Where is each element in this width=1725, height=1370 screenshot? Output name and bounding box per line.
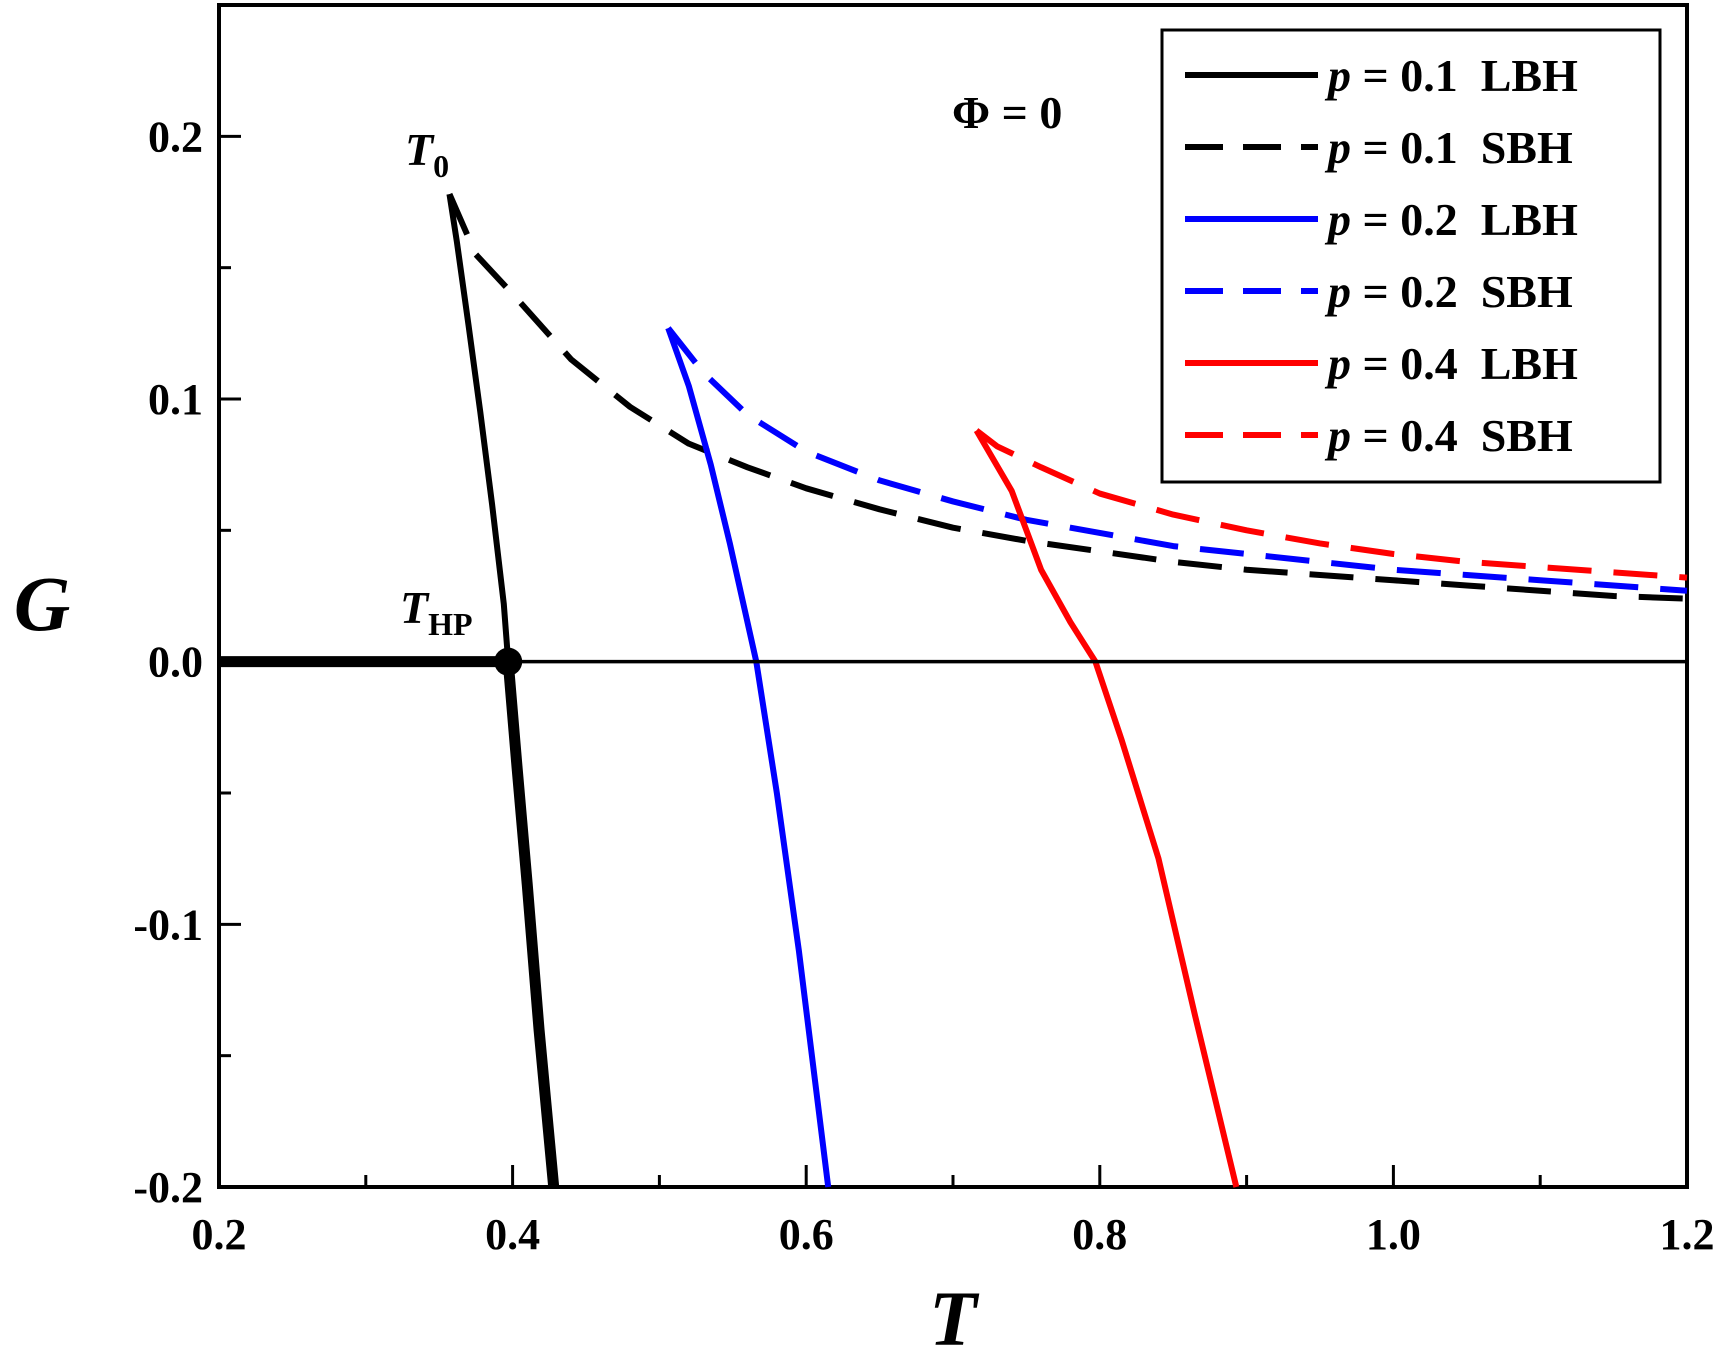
reference-lines: [219, 647, 1687, 1188]
legend-box: [1160, 28, 1662, 484]
legend-entry-4: p = 0.2 SBH: [1324, 266, 1573, 317]
series-line-6: [974, 428, 1688, 581]
annotation-phi: Φ = 0: [952, 87, 1062, 138]
legend-entry-p: p: [1324, 122, 1351, 173]
axis-ticks: [217, 3, 1689, 1189]
x-tick-label: 0.4: [485, 1210, 540, 1259]
annotation-t0-sub: 0: [433, 148, 449, 184]
series-line-4: [665, 326, 1688, 594]
series-line-2: [446, 192, 1688, 602]
legend-entry-p: p: [1324, 338, 1351, 389]
x-tick-label: 0.2: [192, 1210, 247, 1259]
annotation-thp-main: T: [400, 582, 430, 633]
hawking-page-point: [494, 647, 523, 676]
annotation-thp-sub: HP: [428, 606, 472, 642]
series-line-3: [665, 327, 832, 1188]
x-tick-label: 1.2: [1660, 1210, 1715, 1259]
legend-entry-label: = 0.1 LBH: [1351, 50, 1578, 101]
y-tick-label: -0.2: [133, 1163, 203, 1212]
legend-entry-2: p = 0.1 SBH: [1324, 122, 1573, 173]
legend-entry-label: = 0.4 SBH: [1351, 410, 1573, 461]
x-tick-label: 0.8: [1072, 1210, 1127, 1259]
y-tick-label: -0.1: [133, 900, 203, 949]
tick-labels: 0.2 0.4 0.6 0.8 1.0 1.2 -0.2 -0.1 0.0 0.1 0.2: [133, 112, 1714, 1259]
legend-entry-p: p: [1324, 50, 1351, 101]
stable-branch-thick-line: [502, 661, 560, 1188]
legend-entry-3: p = 0.2 LBH: [1324, 194, 1578, 245]
y-tick-label: 0.1: [148, 375, 203, 424]
legend-entry-label: = 0.1 SBH: [1351, 122, 1573, 173]
legend-entry-label: = 0.2 LBH: [1351, 194, 1578, 245]
y-tick-label: 0.0: [148, 638, 203, 687]
y-axis-title: G: [14, 560, 70, 647]
annotation-t0: T0: [405, 124, 449, 184]
series-line-5: [973, 429, 1240, 1188]
legend-entry-label: = 0.4 LBH: [1351, 338, 1578, 389]
legend-entry-6: p = 0.4 SBH: [1324, 410, 1573, 461]
x-tick-label: 1.0: [1366, 1210, 1421, 1259]
annotation-thp: THP: [400, 582, 473, 642]
legend-entry-p: p: [1324, 194, 1351, 245]
y-tick-label: 0.2: [148, 112, 203, 161]
legend-entry-label: = 0.2 SBH: [1351, 266, 1573, 317]
legend-entry-5: p = 0.4 LBH: [1324, 338, 1578, 389]
legend-entry-p: p: [1324, 266, 1351, 317]
legend-entry-p: p: [1324, 410, 1351, 461]
x-tick-label: 0.6: [779, 1210, 834, 1259]
x-axis-title: T: [929, 1275, 980, 1362]
legend-entry-1: p = 0.1 LBH: [1324, 50, 1578, 101]
annotation-t0-main: T: [405, 124, 435, 175]
